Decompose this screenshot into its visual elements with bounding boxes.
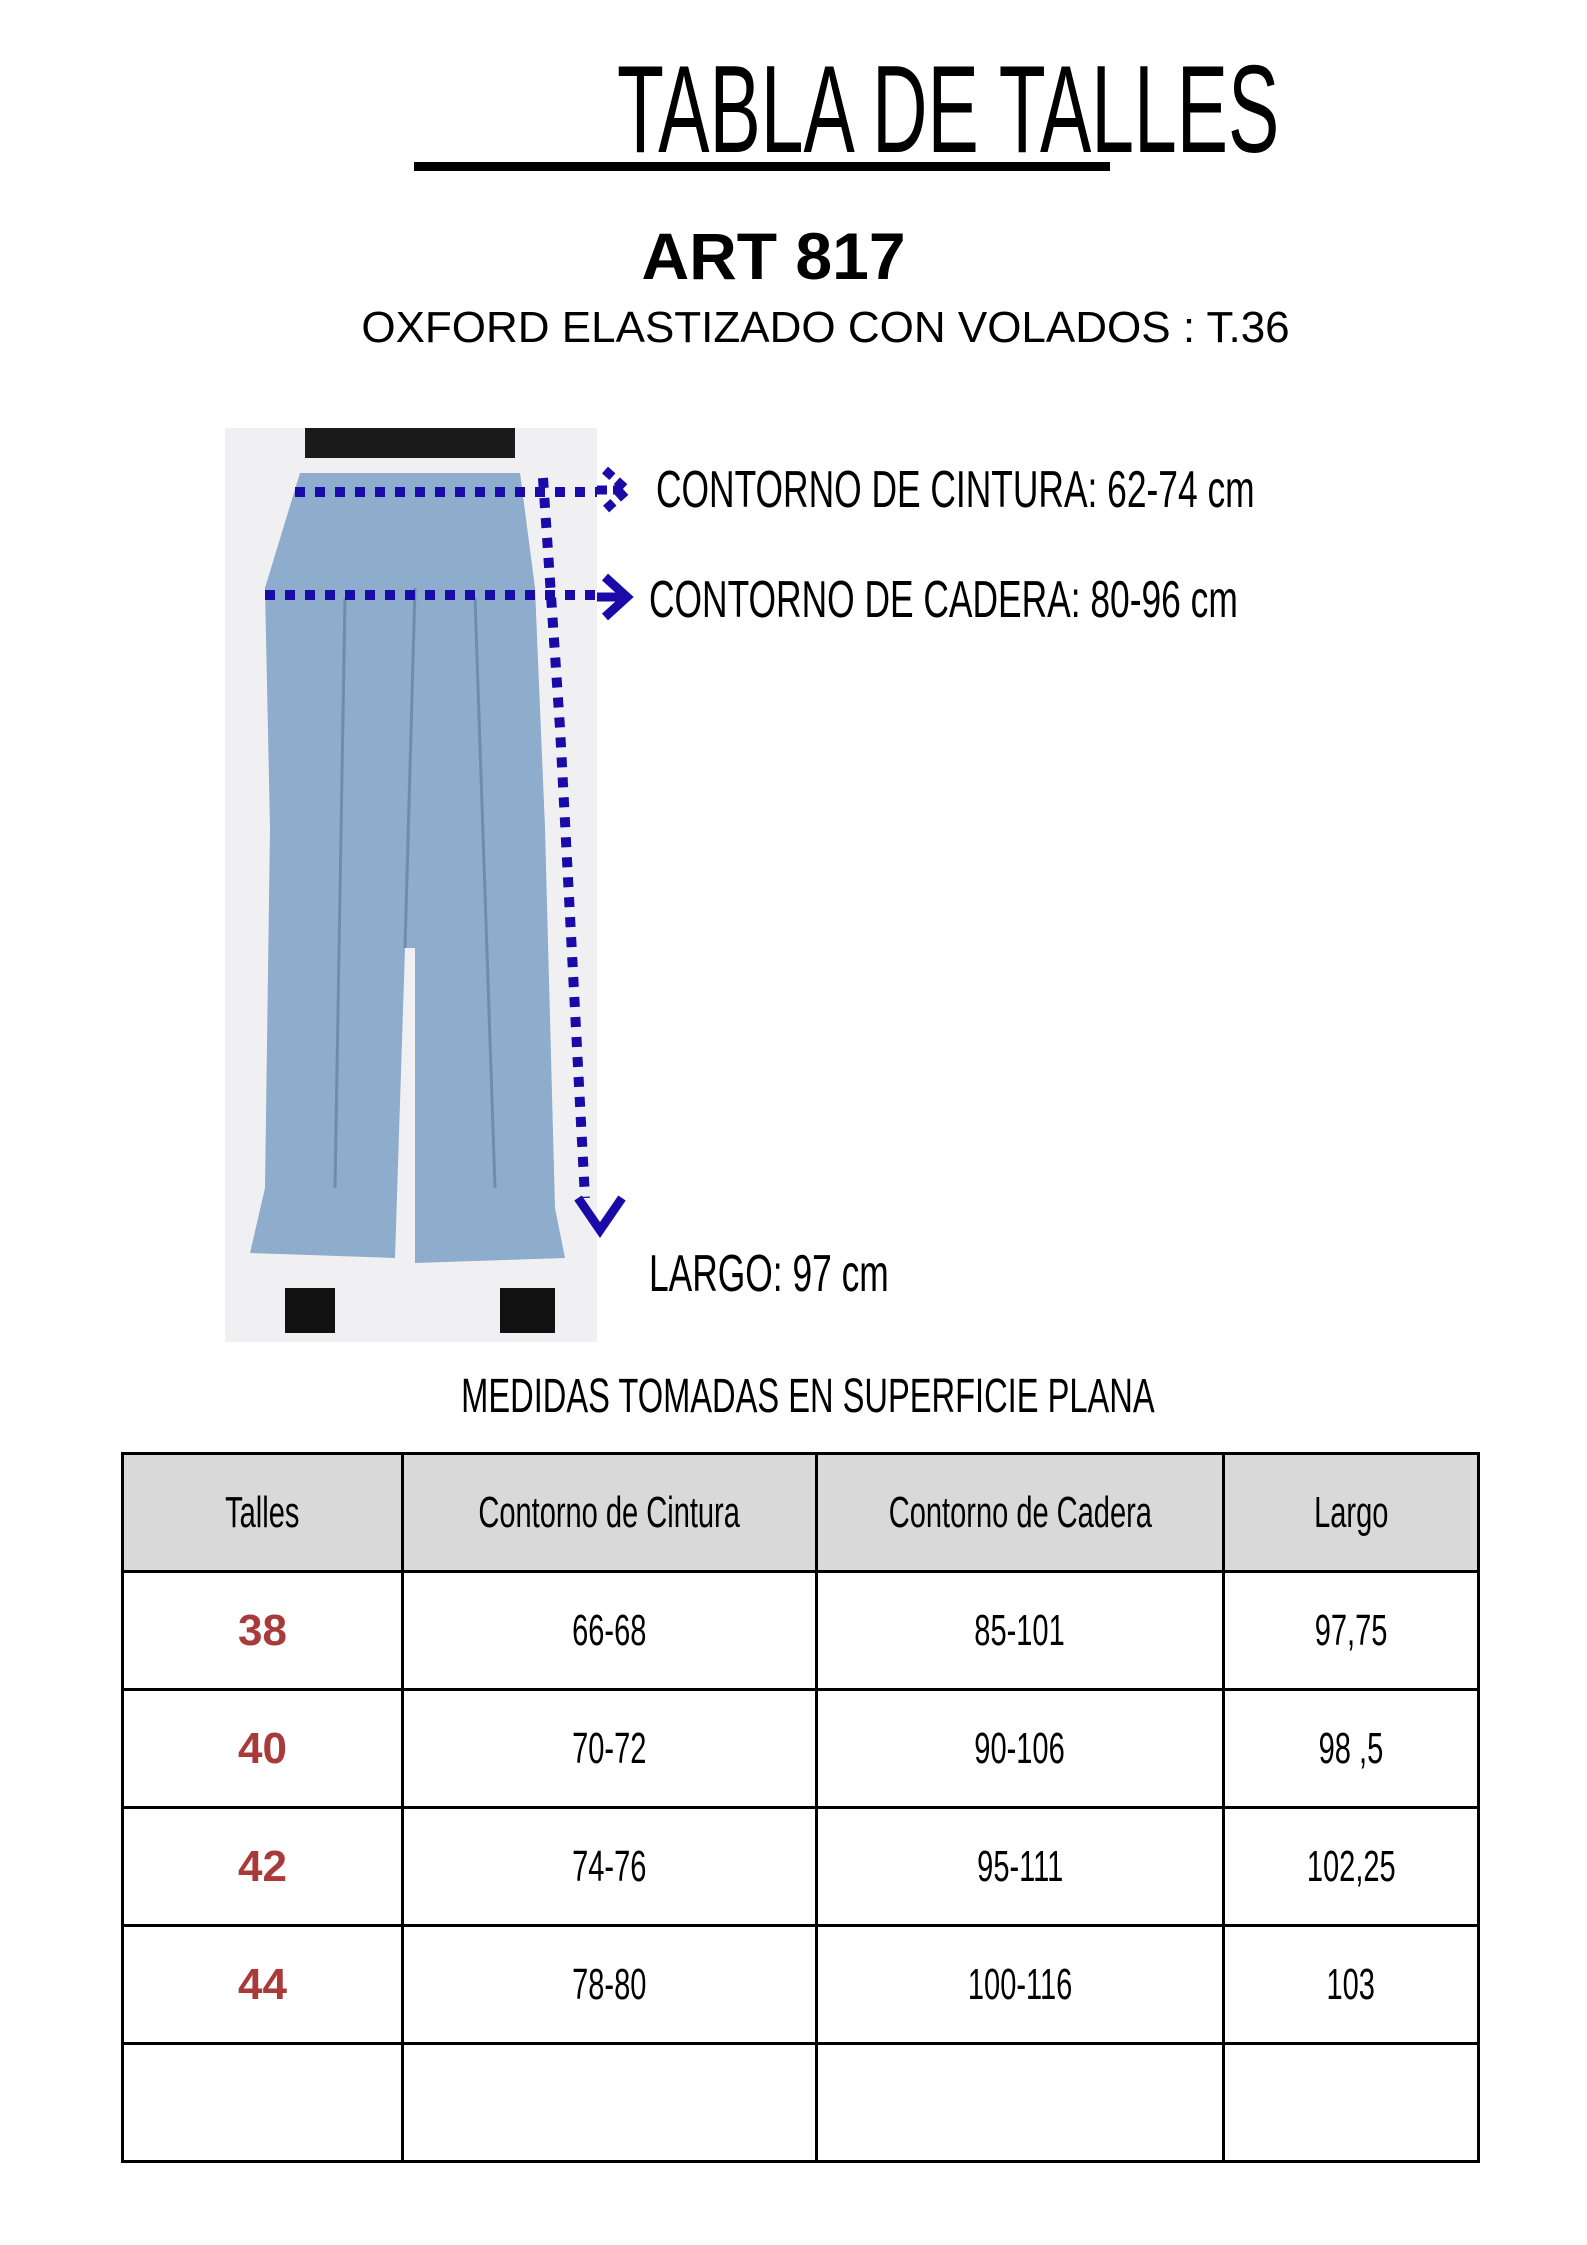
product-subtitle: OXFORD ELASTIZADO CON VOLADOS : T.36 xyxy=(361,303,1290,352)
value-text: 98 ,5 xyxy=(1318,1723,1384,1773)
table-row: 44 78-80 100-116 103 xyxy=(121,1924,1480,2045)
value-cell xyxy=(815,2042,1225,2163)
value-text: 66-68 xyxy=(572,1605,647,1655)
value-cell: 85-101 xyxy=(815,1570,1225,1691)
header-text: Largo xyxy=(1313,1487,1389,1537)
value-cell: 100-116 xyxy=(815,1924,1225,2045)
value-cell: 95-111 xyxy=(815,1806,1225,1927)
value-text: 85-101 xyxy=(974,1605,1066,1655)
header-text: Contorno de Cintura xyxy=(478,1487,741,1537)
value-text: 95-111 xyxy=(976,1841,1064,1891)
value-text: 100-116 xyxy=(967,1959,1073,2009)
size-cell xyxy=(121,2042,404,2163)
length-measure-label: LARGO: 97 cm xyxy=(649,1245,889,1303)
measure-lines xyxy=(265,477,597,1199)
value-text: 70-72 xyxy=(572,1723,647,1773)
header-text: Contorno de Cadera xyxy=(888,1487,1152,1537)
page-title-text: TABLA DE TALLES xyxy=(616,41,1280,179)
hip-measure-label: CONTORNO DE CADERA: 80-96 cm xyxy=(649,571,1238,629)
arrow-icon xyxy=(597,466,634,621)
measurement-note: MEDIDAS TOMADAS EN SUPERFICIE PLANA xyxy=(0,1368,1587,1426)
measurement-note-text: MEDIDAS TOMADAS EN SUPERFICIE PLANA xyxy=(461,1370,1155,1423)
value-text: 90-106 xyxy=(974,1723,1066,1773)
value-cell xyxy=(1222,2042,1480,2163)
value-cell: 103 xyxy=(1222,1924,1480,2045)
title-underline xyxy=(414,162,1110,171)
header-cell: Contorno de Cintura xyxy=(401,1452,818,1573)
article-number: ART 817 xyxy=(641,219,906,293)
value-cell: 66-68 xyxy=(401,1570,818,1691)
value-cell: 102,25 xyxy=(1222,1806,1480,1927)
table-row: 42 74-76 95-111 102,25 xyxy=(121,1806,1480,1927)
arrow-down-icon xyxy=(574,1195,626,1238)
jeans-photo xyxy=(225,428,597,1342)
value-text: 78-80 xyxy=(572,1959,647,2009)
table-row xyxy=(121,2042,1480,2163)
page-title: TABLA DE TALLES xyxy=(414,48,1279,172)
size-text: 42 xyxy=(238,1841,287,1891)
size-cell: 42 xyxy=(121,1806,404,1927)
value-cell: 70-72 xyxy=(401,1688,818,1809)
table-row: 38 66-68 85-101 97,75 xyxy=(121,1570,1480,1691)
value-text: 97,75 xyxy=(1314,1605,1388,1655)
value-cell: 74-76 xyxy=(401,1806,818,1927)
value-cell: 97,75 xyxy=(1222,1570,1480,1691)
size-cell: 44 xyxy=(121,1924,404,2045)
header-text: Talles xyxy=(225,1487,300,1537)
value-cell: 78-80 xyxy=(401,1924,818,2045)
value-cell: 98 ,5 xyxy=(1222,1688,1480,1809)
size-text: 40 xyxy=(238,1723,287,1773)
size-cell: 40 xyxy=(121,1688,404,1809)
header-cell: Talles xyxy=(121,1452,404,1573)
header-cell: Largo xyxy=(1222,1452,1480,1573)
table-header-row: Talles Contorno de Cintura Contorno de C… xyxy=(121,1452,1480,1573)
waist-measure-label: CONTORNO DE CINTURA: 62-74 cm xyxy=(656,461,1255,519)
header-cell: Contorno de Cadera xyxy=(815,1452,1225,1573)
value-text: 74-76 xyxy=(572,1841,647,1891)
size-text: 38 xyxy=(238,1605,287,1655)
value-cell xyxy=(401,2042,818,2163)
table-row: 40 70-72 90-106 98 ,5 xyxy=(121,1688,1480,1809)
size-text: 44 xyxy=(238,1959,287,2009)
value-text: 103 xyxy=(1326,1959,1376,2009)
size-table: Talles Contorno de Cintura Contorno de C… xyxy=(121,1452,1480,2163)
value-text: 102,25 xyxy=(1306,1841,1396,1891)
size-cell: 38 xyxy=(121,1570,404,1691)
value-cell: 90-106 xyxy=(815,1688,1225,1809)
